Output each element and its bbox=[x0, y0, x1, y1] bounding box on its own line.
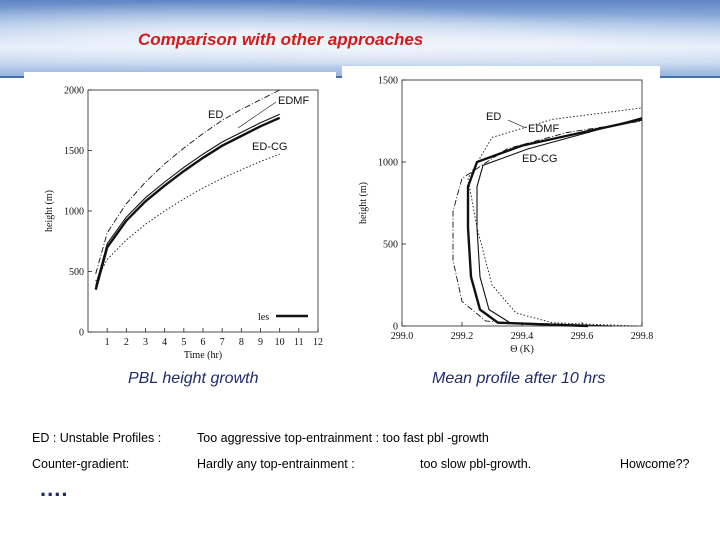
x-tick-label: 11 bbox=[294, 337, 304, 348]
x-tick-label: 299.8 bbox=[631, 331, 654, 342]
annotation-ed: ED bbox=[486, 111, 501, 123]
x-tick-label: 299.2 bbox=[451, 331, 474, 342]
x-tick-label: 9 bbox=[258, 337, 263, 348]
caption-left: PBL height growth bbox=[128, 370, 259, 387]
series-line-dotted bbox=[95, 153, 280, 282]
x-tick-label: 8 bbox=[239, 337, 244, 348]
annotation-leader bbox=[507, 119, 527, 129]
x-tick-label: 2 bbox=[124, 337, 129, 348]
y-tick-label: 1500 bbox=[378, 76, 398, 87]
text-cg-result: too slow pbl-growth. bbox=[420, 457, 532, 471]
y-tick-label: 0 bbox=[79, 328, 84, 339]
annotation-ed: ED bbox=[208, 109, 223, 121]
legend-label: les bbox=[258, 312, 269, 323]
x-tick-label: 12 bbox=[313, 337, 323, 348]
x-tick-label: 10 bbox=[275, 337, 285, 348]
mean-profile-chart: 0 500 1000 1500 299.0 299.2 299.4 299.6 299.8 Θ (… bbox=[342, 66, 660, 366]
series-line-solid-thin bbox=[95, 113, 280, 287]
series-line-solid-thick bbox=[466, 118, 643, 328]
annotation-leader bbox=[237, 101, 277, 129]
x-tick-label: 6 bbox=[201, 337, 206, 348]
series-line-solid-thick bbox=[94, 116, 281, 291]
x-tick-label: 299.6 bbox=[571, 331, 594, 342]
series-line-solid-thin bbox=[476, 117, 643, 327]
y-tick-label: 1000 bbox=[378, 158, 398, 169]
annotation-edmf: EDMF bbox=[528, 123, 559, 135]
y-axis-label: height (m) bbox=[44, 190, 55, 232]
x-tick-label: 4 bbox=[162, 337, 167, 348]
text-ed-label: ED : Unstable Profiles : bbox=[32, 431, 162, 445]
x-axis-label: Θ (K) bbox=[510, 344, 534, 355]
text-ed-desc: Too aggressive top-entrainment : too fas… bbox=[197, 431, 489, 445]
y-tick-label: 2000 bbox=[64, 86, 84, 97]
series-line-dash-dot bbox=[95, 89, 280, 275]
series-line-dotted bbox=[467, 107, 643, 327]
x-tick-label: 7 bbox=[220, 337, 225, 348]
y-tick-label: 1500 bbox=[64, 146, 84, 157]
banner-cloud-texture bbox=[0, 0, 720, 78]
x-tick-label: 3 bbox=[143, 337, 148, 348]
ellipsis-dots: .... bbox=[40, 476, 69, 501]
x-axis-label: Time (hr) bbox=[184, 350, 222, 361]
text-question: Howcome?? bbox=[620, 457, 690, 471]
annotation-edmf: EDMF bbox=[278, 95, 309, 107]
caption-right: Mean profile after 10 hrs bbox=[432, 370, 606, 387]
y-tick-label: 1000 bbox=[64, 207, 84, 218]
y-axis-label: height (m) bbox=[358, 182, 369, 224]
chart-background bbox=[342, 66, 660, 366]
series-line-dash-dot bbox=[452, 120, 643, 327]
x-tick-label: 299.4 bbox=[511, 331, 534, 342]
chart-background bbox=[24, 72, 336, 372]
annotation-ed-cg: ED-CG bbox=[522, 153, 557, 165]
annotation-ed-cg: ED-CG bbox=[252, 141, 287, 153]
slide-title: Comparison with other approaches bbox=[138, 30, 424, 49]
x-tick-label: 1 bbox=[105, 337, 110, 348]
x-tick-label: 5 bbox=[181, 337, 186, 348]
text-cg-label: Counter-gradient: bbox=[32, 457, 130, 471]
text-cg-desc: Hardly any top-entrainment : bbox=[197, 457, 355, 471]
y-tick-label: 500 bbox=[383, 240, 398, 251]
y-tick-label: 0 bbox=[393, 322, 398, 333]
y-tick-label: 500 bbox=[69, 267, 84, 278]
x-tick-label: 299.0 bbox=[391, 331, 414, 342]
